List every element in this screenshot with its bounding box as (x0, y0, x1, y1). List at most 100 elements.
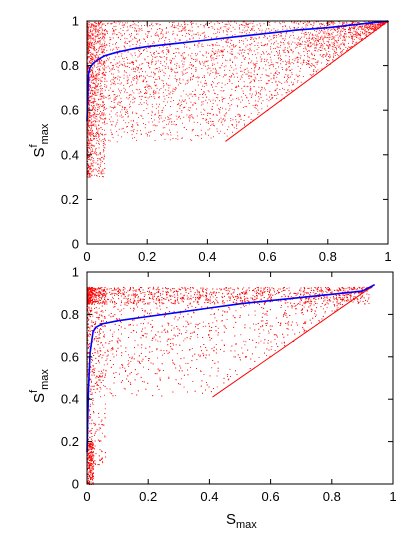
scatter-point (230, 118, 232, 119)
scatter-point (90, 90, 92, 91)
scatter-point (282, 69, 283, 70)
scatter-point (245, 23, 247, 25)
scatter-point (250, 112, 252, 114)
scatter-point (221, 21, 223, 23)
scatter-point (321, 30, 323, 31)
scatter-point (95, 133, 97, 135)
scatter-point (356, 35, 358, 36)
scatter-point (265, 64, 267, 66)
scatter-point (288, 62, 290, 64)
scatter-point (101, 49, 103, 51)
scatter-point (339, 21, 340, 22)
scatter-point (119, 90, 120, 92)
scatter-point (165, 57, 167, 59)
scatter-point (101, 157, 102, 158)
scatter-point (109, 70, 111, 72)
scatter-point (102, 71, 104, 73)
scatter-point (212, 57, 214, 59)
scatter-point (245, 69, 247, 70)
scatter-point (258, 37, 260, 39)
scatter-point (315, 21, 317, 23)
scatter-point (297, 52, 299, 54)
scatter-point (265, 43, 267, 45)
scatter-point (348, 36, 350, 38)
scatter-point (362, 25, 363, 27)
scatter-point (346, 36, 348, 38)
scatter-point (104, 107, 105, 109)
scatter-point (288, 91, 290, 92)
scatter-point (343, 40, 345, 41)
scatter-point (336, 31, 338, 33)
scatter-point (93, 27, 94, 29)
scatter-point (101, 48, 103, 50)
scatter-point (87, 132, 89, 134)
scatter-point (92, 29, 94, 31)
scatter-point (94, 114, 96, 116)
scatter-point (330, 22, 332, 24)
scatter-point (100, 98, 102, 100)
scatter-point (176, 111, 178, 112)
scatter-point (164, 127, 166, 129)
scatter-point (198, 97, 200, 98)
scatter-point (117, 102, 119, 104)
scatter-point (104, 74, 106, 76)
scatter-point (220, 122, 222, 124)
scatter-point (89, 147, 91, 149)
scatter-point (158, 67, 160, 69)
scatter-point (191, 23, 192, 25)
scatter-point (210, 55, 212, 57)
scatter-point (373, 29, 375, 30)
scatter-point (240, 70, 242, 72)
scatter-point (336, 49, 337, 51)
scatter-point (223, 26, 225, 28)
scatter-point (304, 41, 306, 43)
scatter-point (155, 60, 157, 62)
scatter-point (101, 113, 103, 114)
scatter-point (219, 23, 220, 24)
scatter-point (99, 138, 100, 140)
scatter-point (228, 41, 229, 43)
scatter-point (87, 64, 88, 66)
scatter-point (139, 28, 141, 30)
scatter-point (341, 51, 343, 53)
scatter-point (171, 90, 173, 92)
scatter-point (195, 34, 197, 35)
scatter-point (364, 34, 366, 36)
scatter-point (87, 36, 89, 38)
scatter-point (159, 115, 161, 117)
scatter-point (322, 44, 323, 46)
scatter-point (164, 98, 166, 100)
scatter-point (212, 108, 213, 110)
scatter-point (144, 97, 146, 98)
scatter-point (292, 22, 294, 24)
scatter-point (90, 86, 91, 88)
scatter-point (140, 130, 141, 132)
scatter-point (103, 54, 105, 56)
scatter-point (117, 134, 119, 136)
scatter-point (307, 38, 309, 40)
scatter-point (134, 71, 136, 73)
scatter-point (271, 29, 272, 31)
scatter-point (309, 50, 310, 52)
scatter-point (326, 37, 328, 39)
scatter-point (229, 70, 231, 71)
scatter-point (137, 25, 139, 27)
scatter-point (99, 27, 101, 29)
scatter-point (176, 79, 177, 81)
scatter-point (152, 124, 154, 126)
scatter-point (275, 71, 276, 73)
scatter-point (262, 51, 264, 53)
scatter-point (103, 95, 105, 97)
scatter-point (97, 107, 99, 108)
scatter-point (263, 53, 265, 55)
scatter-point (153, 92, 155, 94)
scatter-point (258, 86, 260, 88)
scatter-point (237, 113, 239, 115)
scatter-point (95, 85, 97, 87)
scatter-point (87, 167, 89, 169)
scatter-point (198, 34, 200, 36)
scatter-point (173, 123, 175, 125)
scatter-point (148, 65, 149, 67)
scatter-point (87, 171, 89, 172)
scatter-point (205, 80, 206, 82)
